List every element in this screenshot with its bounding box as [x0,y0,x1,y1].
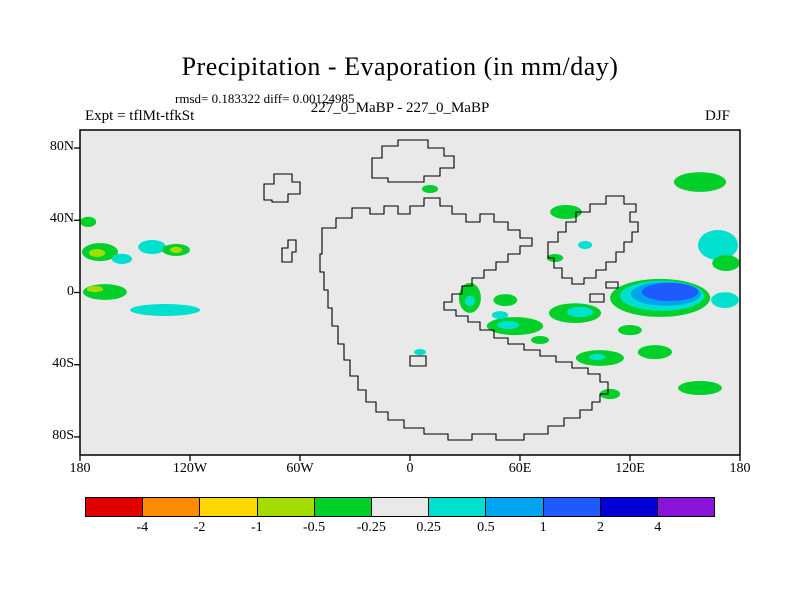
anomaly-region [130,304,201,316]
coastline-main-continent [319,197,609,441]
coastline-islet-2 [605,281,619,289]
colorbar-tick-label: 1 [539,520,547,535]
x-axis-labels: 180 120W 60W 0 60E 120E 180 [0,461,800,479]
y-tick-label: 80N [49,139,74,155]
anomaly-region [493,294,518,307]
y-axis-labels: 80N 40N 0 40S 80S [0,0,80,600]
stats-line: rmsd= 0.183322 diff= 0.00124985 [175,91,355,106]
x-tick-label: 60W [286,461,314,476]
coastline-islet-3 [409,355,427,367]
y-tick-label: 0 [67,283,74,299]
colorbar-tick-label: -4 [136,520,149,535]
anomaly-region [421,185,439,193]
season-label: DJF [704,108,730,124]
anomaly-region [546,254,564,262]
anomaly-region [567,306,593,318]
anomaly-region [637,345,673,360]
colorbar-tick-label: 4 [654,520,662,535]
coastline-northeast-lobe [547,195,639,285]
experiment-label: Expt = tflMt-tfkSt [85,108,195,124]
colorbar-segment [200,498,258,516]
anomaly-region [138,240,167,254]
colorbar-segment [657,498,715,516]
anomaly-region [414,349,427,356]
comparison-label: 227_0_MaBP - 227_0_MaBP [310,100,490,116]
anomaly-region [641,283,699,301]
coastline-islet-1 [589,293,605,303]
anomaly-region [531,336,549,344]
colorbar-tick-label: 0.25 [416,520,441,535]
anomaly-region [491,311,509,320]
colorbar-segment [314,498,372,516]
anomaly-region [86,286,104,293]
anomaly-region [618,325,642,336]
axis-ticks [74,147,741,461]
x-tick-label: 0 [406,461,414,476]
anomaly-region [89,249,106,257]
anomaly-region [599,388,621,400]
colorbar-segment [86,498,144,516]
coastline-northwest-island [263,173,301,203]
colorbar [85,497,715,517]
colorbar-tick-label: -0.25 [356,520,386,535]
anomaly-region [170,246,183,253]
anomaly-region [464,295,475,307]
y-tick-label: 80S [52,427,74,443]
colorbar-tick-label: -0.5 [302,520,326,535]
x-tick-label: 60E [508,461,532,476]
anomaly-region [82,284,127,300]
x-tick-label: 120E [615,461,645,476]
coastline-west-islet [281,239,297,263]
colorbar-segment [143,498,201,516]
x-tick-label: 120W [172,461,208,476]
colorbar-tick-label: 0.5 [477,520,495,535]
coastline-north-island [371,139,455,183]
colorbar-segment [371,498,430,516]
colorbar-segment [257,498,315,516]
anomaly-region [711,292,739,308]
anomaly-region [550,205,582,219]
x-tick-label: 180 [69,461,91,476]
anomaly-region [497,321,520,329]
anomaly-region [80,216,97,227]
anomaly-region [588,353,606,361]
x-tick-label: 180 [729,461,751,476]
coastline-outlines [263,139,639,441]
colorbar-segment [600,498,658,516]
colorbar-tick-label: -2 [193,520,206,535]
anomaly-region [698,230,738,260]
y-tick-label: 40S [52,355,74,371]
anomaly-region [578,241,593,249]
colorbar-tick-label: 2 [596,520,604,535]
anomaly-region [674,172,726,192]
colorbar-segment [486,498,544,516]
y-tick-label: 40N [49,211,74,227]
colorbar-segment [429,498,487,516]
chart-title: Precipitation - Evaporation (in mm/day) [181,52,619,81]
anomaly-region [678,381,722,395]
anomaly-region [712,255,740,271]
anomaly-regions-layer [80,172,740,400]
colorbar-tick-labels: -4 -2 -1 -0.5 -0.25 0.25 0.5 1 2 4 [0,520,800,538]
colorbar-tick-label: -1 [250,520,263,535]
colorbar-segment [543,498,601,516]
anomaly-region [111,253,133,264]
